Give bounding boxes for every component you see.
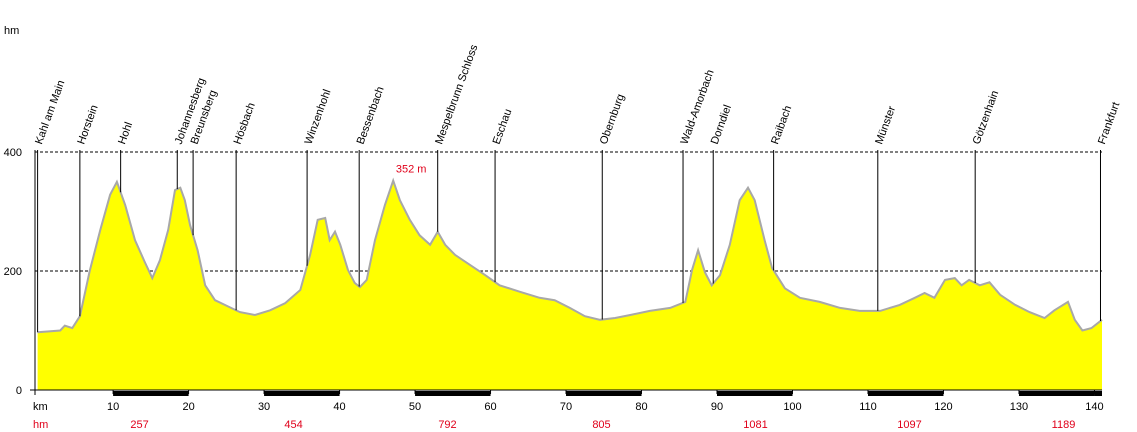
x-tick-label: 120 — [934, 401, 952, 413]
ascent-value: 257 — [130, 419, 148, 431]
annotation: 352 m — [396, 164, 427, 176]
km-band — [717, 391, 793, 396]
y-tick-label: 200 — [4, 266, 22, 278]
x-tick-label: 60 — [484, 401, 496, 413]
x-tick-label: 10 — [107, 401, 119, 413]
place-label: Kahl am Main — [33, 79, 67, 146]
x-tick-label: 90 — [711, 401, 723, 413]
place-label: Hösbach — [232, 101, 258, 146]
place-label: Hohl — [116, 121, 135, 146]
place-label: Eschau — [491, 107, 515, 146]
ascent-value: 1081 — [743, 419, 767, 431]
x-tick-label: 40 — [333, 401, 345, 413]
x-tick-label: 70 — [560, 401, 572, 413]
x-tick-label: 80 — [635, 401, 647, 413]
y-axis-label: hm — [4, 25, 19, 37]
place-label: Horstein — [75, 103, 100, 146]
x-tick-label: 50 — [409, 401, 421, 413]
profile-area — [37, 180, 1103, 390]
km-band — [1018, 391, 1095, 396]
x-tick-label: 100 — [783, 401, 801, 413]
km-band — [113, 391, 189, 396]
km-band — [415, 391, 491, 396]
x-tick-label: 130 — [1010, 401, 1028, 413]
x-tick-label: 30 — [258, 401, 270, 413]
place-label: Münster — [873, 104, 898, 146]
y-tick-label: 400 — [4, 147, 22, 159]
km-band — [1094, 391, 1102, 396]
ascent-value: 1097 — [897, 419, 921, 431]
place-label: Dorndiel — [709, 103, 734, 146]
x-tick-label: 110 — [859, 401, 877, 413]
km-band — [566, 391, 642, 396]
ascent-value: 454 — [284, 419, 302, 431]
place-label: Winzenhohl — [303, 88, 334, 146]
place-label: Bessenbach — [355, 85, 387, 146]
place-label: Obernburg — [598, 92, 627, 146]
place-label: Raibach — [769, 104, 794, 146]
x-tick-label: 20 — [182, 401, 194, 413]
km-band — [867, 391, 944, 396]
profile-line — [37, 177, 1103, 334]
place-label: Mespelbrunn Schloss — [433, 43, 480, 146]
ascent-value: 1189 — [1052, 419, 1076, 431]
km-band — [264, 391, 340, 396]
y-tick-label: 0 — [16, 385, 22, 397]
ascent-value: 792 — [438, 419, 456, 431]
place-label: Frankfurt — [1096, 101, 1122, 146]
x-axis-label: km — [33, 401, 48, 413]
ascent-value: 805 — [592, 419, 610, 431]
ascent-label: hm — [33, 419, 48, 431]
x-tick-label: 140 — [1085, 401, 1103, 413]
place-label: Götzenhain — [971, 89, 1002, 146]
